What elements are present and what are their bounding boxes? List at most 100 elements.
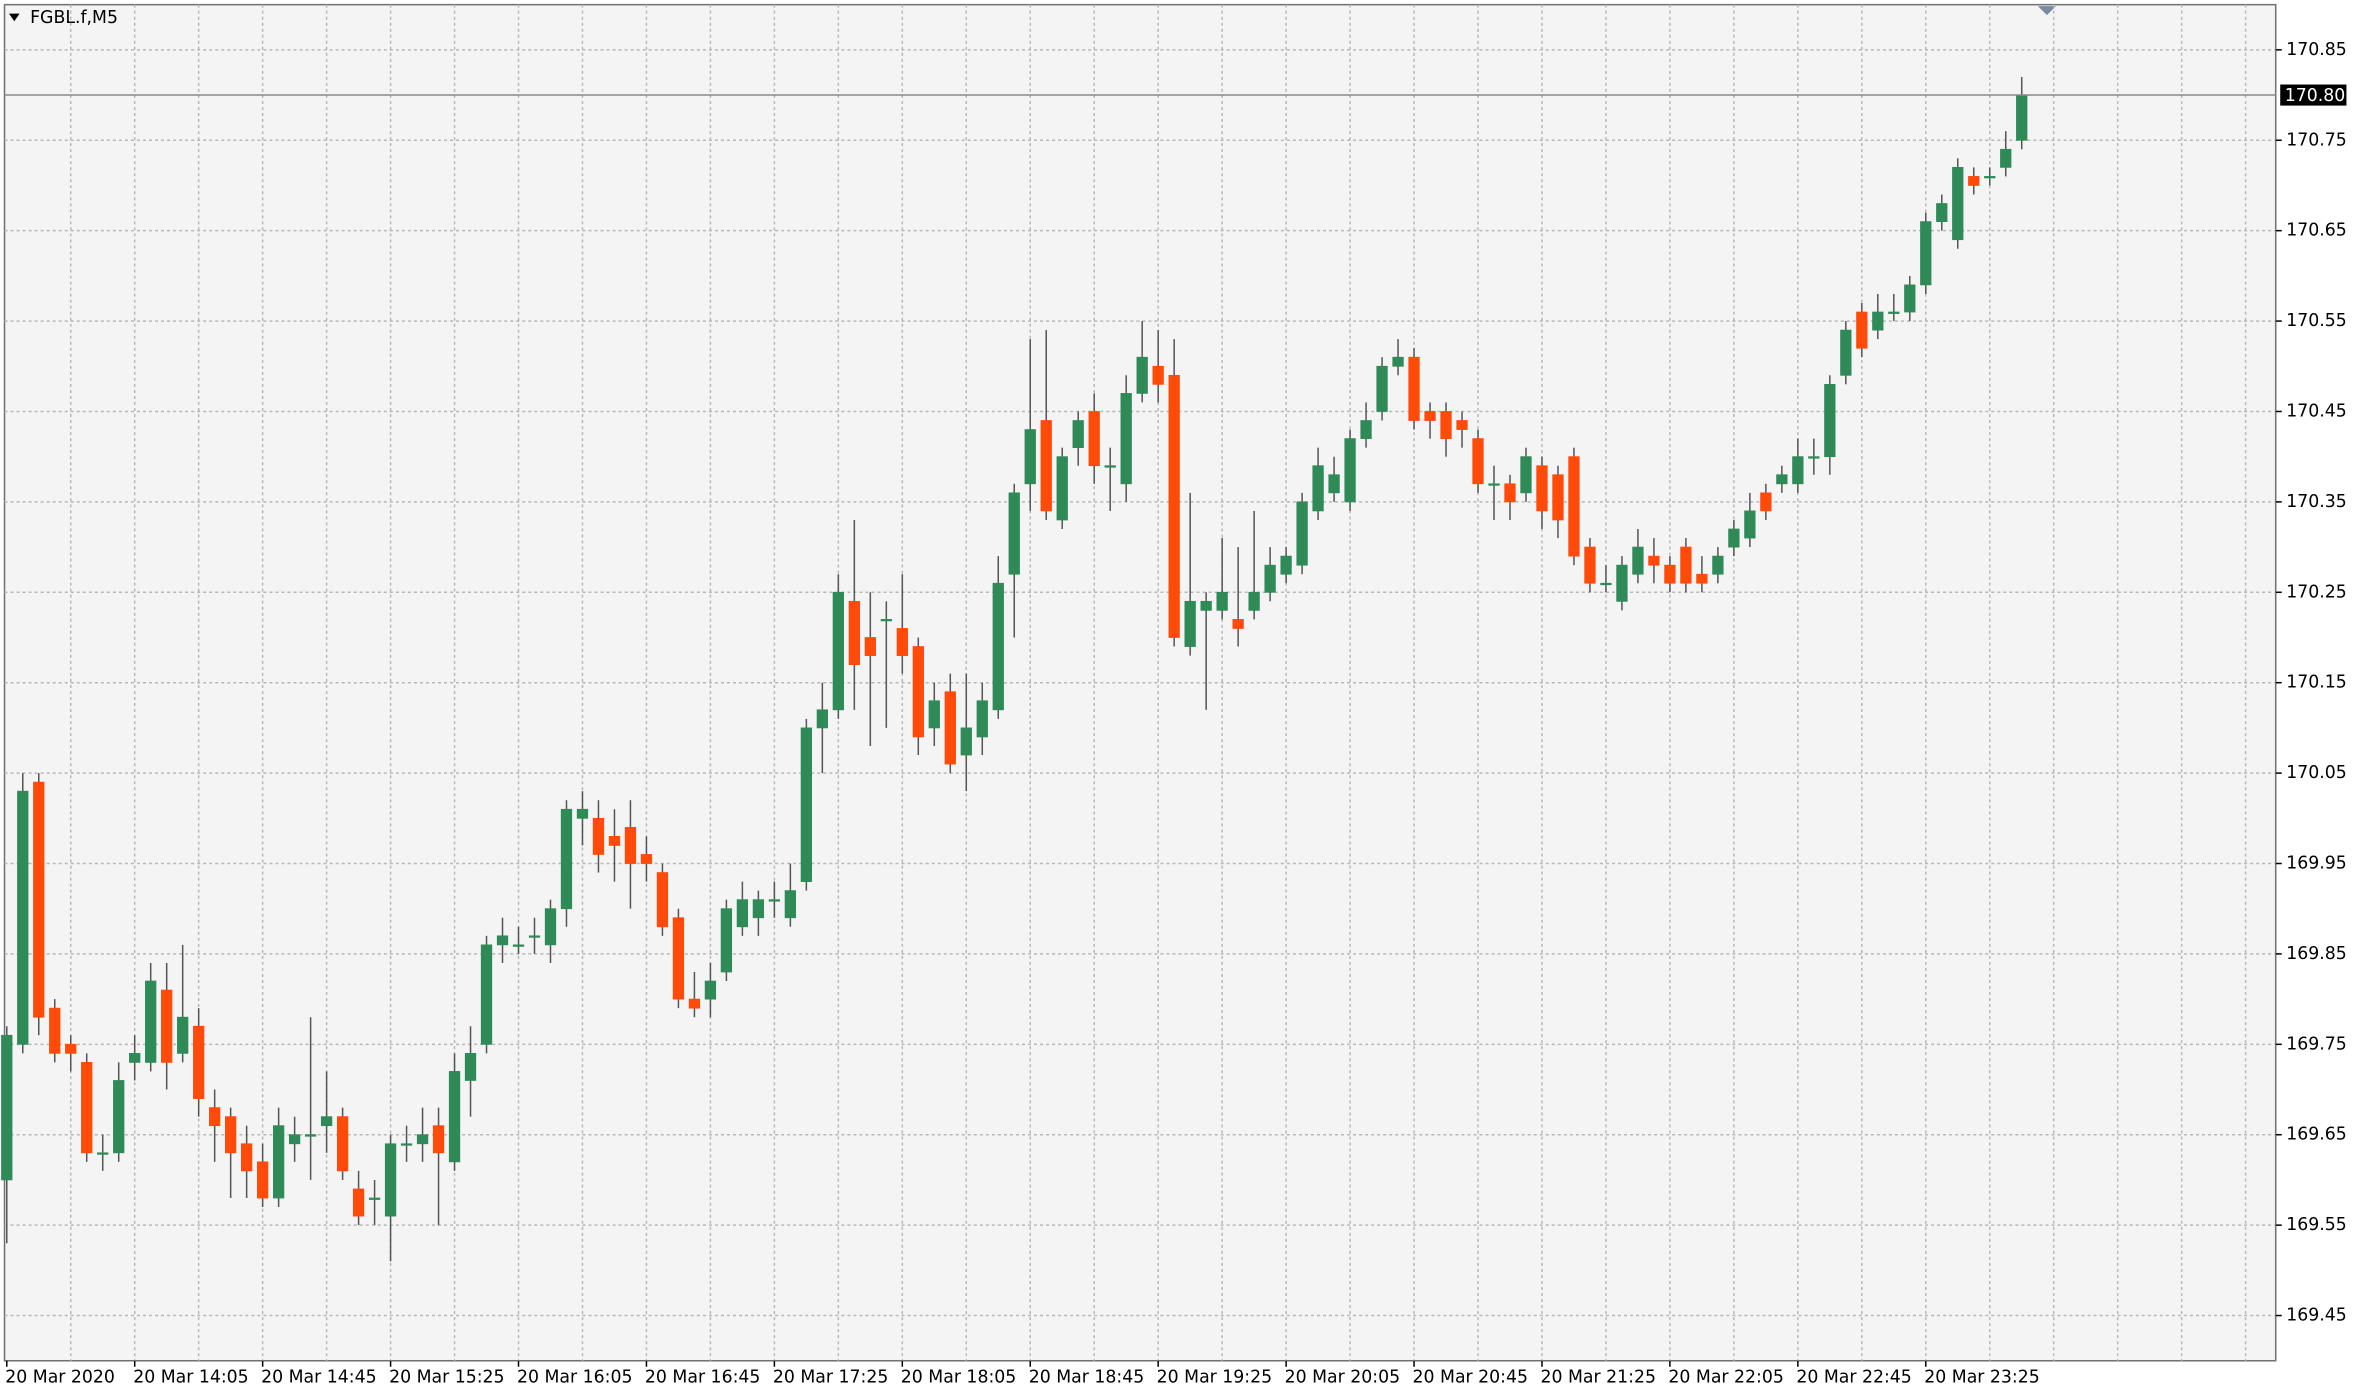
candle-body bbox=[336, 1116, 349, 1172]
candle-body bbox=[1152, 365, 1164, 385]
candle-body bbox=[896, 628, 908, 656]
candle-body bbox=[448, 1071, 461, 1163]
x-tick-label: 20 Mar 20:45 bbox=[1413, 1367, 1528, 1387]
candle-body bbox=[113, 1080, 125, 1154]
candle-body bbox=[1824, 383, 1836, 458]
candle-body bbox=[544, 908, 557, 946]
candle-body bbox=[1632, 546, 1644, 575]
candle-body bbox=[288, 1134, 301, 1145]
candle-body bbox=[1360, 420, 1372, 439]
candle-body bbox=[384, 1143, 397, 1217]
candle-body bbox=[33, 781, 45, 1018]
candle-body bbox=[1584, 546, 1596, 584]
y-tick-label: 170.55 bbox=[2286, 311, 2347, 331]
candle-body bbox=[1488, 483, 1500, 486]
candle-body bbox=[880, 619, 892, 622]
candle-body bbox=[992, 582, 1004, 711]
y-tick-label: 170.65 bbox=[2286, 221, 2347, 241]
candle-body bbox=[1872, 311, 1884, 331]
candle-body bbox=[1280, 555, 1292, 575]
x-tick-label: 20 Mar 15:25 bbox=[389, 1367, 505, 1387]
candle-body bbox=[1888, 311, 1900, 314]
candle-body bbox=[241, 1143, 253, 1172]
candle-body bbox=[1328, 474, 1340, 494]
candle-body bbox=[161, 989, 173, 1063]
candle-body bbox=[304, 1134, 317, 1137]
candle-body bbox=[480, 944, 493, 1045]
candle-body bbox=[1744, 510, 1756, 539]
y-tick-label: 170.45 bbox=[2286, 401, 2347, 421]
y-tick-label: 169.85 bbox=[2286, 944, 2347, 964]
candle-body bbox=[848, 600, 860, 665]
candle-body bbox=[1920, 221, 1932, 286]
candle-body bbox=[1856, 311, 1868, 349]
candle-body bbox=[225, 1116, 237, 1154]
x-tick-label: 20 Mar 17:25 bbox=[773, 1367, 889, 1387]
y-tick-label: 170.15 bbox=[2286, 673, 2347, 693]
candle-body bbox=[1040, 420, 1052, 512]
menu-triangle[interactable] bbox=[9, 13, 20, 22]
candle-body bbox=[1472, 438, 1484, 485]
candle-body bbox=[960, 727, 972, 756]
x-tick-label: 20 Mar 22:05 bbox=[1668, 1367, 1784, 1387]
candle-body bbox=[81, 1062, 93, 1154]
chart-title: FGBL.f,M5 bbox=[30, 8, 118, 28]
candle-body bbox=[1648, 555, 1660, 566]
candle-body bbox=[1, 1034, 13, 1181]
candle-body bbox=[1968, 176, 1980, 186]
candle-body bbox=[1728, 528, 1740, 548]
shift-marker[interactable] bbox=[2037, 6, 2056, 16]
candle-body bbox=[912, 646, 924, 738]
y-tick-label: 169.65 bbox=[2286, 1125, 2347, 1145]
candle-body bbox=[432, 1125, 445, 1154]
candle-body bbox=[464, 1052, 477, 1081]
candle-body bbox=[1008, 492, 1020, 575]
y-tick-label: 170.75 bbox=[2286, 130, 2347, 150]
candle-body bbox=[1712, 555, 1724, 575]
candle-body bbox=[704, 980, 717, 1000]
candle-body bbox=[512, 944, 525, 947]
candle-body bbox=[193, 1025, 205, 1099]
candle-body bbox=[1456, 420, 1468, 430]
candle-body bbox=[272, 1125, 285, 1199]
candle-body bbox=[1776, 474, 1788, 485]
candle-body bbox=[624, 826, 637, 864]
candle-body bbox=[1760, 492, 1772, 512]
x-tick-label: 20 Mar 18:05 bbox=[901, 1367, 1017, 1387]
candle-body bbox=[1408, 356, 1420, 421]
candle-body bbox=[2000, 148, 2012, 168]
candle-body bbox=[1344, 438, 1356, 503]
x-tick-label: 20 Mar 22:45 bbox=[1796, 1367, 1912, 1387]
candle-body bbox=[1232, 619, 1244, 629]
x-tick-label: 20 Mar 18:45 bbox=[1029, 1367, 1144, 1387]
candle-body bbox=[1392, 356, 1404, 367]
candle-body bbox=[1120, 393, 1132, 485]
candle-body bbox=[1072, 420, 1084, 449]
candle-body bbox=[1248, 591, 1260, 611]
y-tick-label: 169.55 bbox=[2286, 1215, 2347, 1235]
candle-body bbox=[1440, 411, 1452, 439]
candle-body bbox=[97, 1152, 109, 1155]
current-price-label: 170.80 bbox=[2285, 86, 2346, 106]
candle-body bbox=[672, 917, 685, 1000]
candle-body bbox=[1264, 564, 1276, 593]
y-tick-label: 169.95 bbox=[2286, 854, 2347, 874]
candle-body bbox=[816, 709, 828, 729]
y-tick-label: 170.05 bbox=[2286, 763, 2347, 783]
candle-body bbox=[1616, 564, 1628, 602]
x-tick-label: 20 Mar 23:25 bbox=[1924, 1367, 2040, 1387]
candle-body bbox=[928, 700, 940, 729]
candle-body bbox=[209, 1107, 221, 1127]
x-tick-label: 20 Mar 21:25 bbox=[1540, 1367, 1656, 1387]
candle-body bbox=[608, 836, 621, 846]
candle-body bbox=[944, 691, 956, 765]
candle-body bbox=[1664, 564, 1676, 584]
candle-body bbox=[1088, 411, 1100, 467]
candle-body bbox=[736, 899, 749, 928]
x-tick-label: 20 Mar 14:05 bbox=[133, 1367, 249, 1387]
y-tick-label: 170.85 bbox=[2286, 40, 2347, 60]
candle-body bbox=[832, 591, 844, 711]
y-tick-label: 169.75 bbox=[2286, 1034, 2347, 1054]
